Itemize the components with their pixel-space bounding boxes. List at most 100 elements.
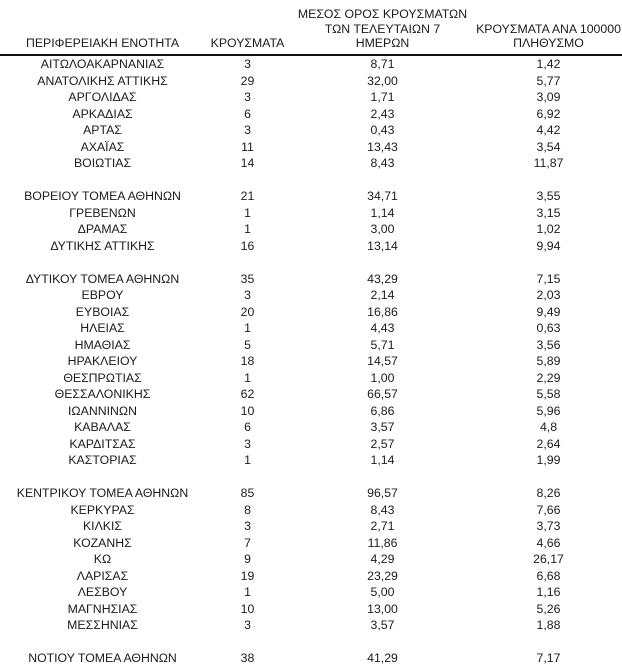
table-row: ΛΑΡΙΣΑΣ 19 23,29 6,68: [0, 568, 622, 585]
cell-per-100k: 11,87: [533, 156, 564, 171]
group-spacer: [0, 634, 622, 651]
cell-avg-7-days: 41,29: [367, 651, 398, 666]
cell-avg-7-days: 13,14: [367, 238, 398, 253]
table-row: ΙΩΑΝΝΙΝΩΝ 10 6,86 5,96: [0, 403, 622, 420]
cell-per-100k: 7,17: [536, 651, 561, 666]
cell-cases: 3: [244, 436, 251, 451]
cell-cases: 1: [244, 222, 251, 237]
header-regional-unit: ΠΕΡΙΦΕΡΕΙΑΚΗ ΕΝΟΤΗΤΑ: [0, 36, 205, 51]
cell-cases: 10: [240, 601, 255, 616]
cell-avg-7-days: 1,00: [370, 370, 395, 385]
cell-per-100k: 0,63: [536, 321, 561, 336]
cell-cases: 9: [244, 552, 251, 567]
header-cases-label: ΚΡΟΥΣΜΑΤΑ: [210, 36, 285, 51]
cell-per-100k: 5,89: [536, 354, 561, 369]
cell-per-100k: 5,96: [536, 403, 561, 418]
table-row: ΕΥΒΟΙΑΣ 20 16,86 9,49: [0, 304, 622, 321]
cell-cases: 1: [244, 370, 251, 385]
cell-cases: 1: [244, 453, 251, 468]
header-avg-7-days-line3: ΗΜΕΡΩΝ: [355, 36, 410, 51]
table-row: ΔΡΑΜΑΣ 1 3,00 1,02: [0, 221, 622, 238]
cell-per-100k: 5,26: [536, 601, 561, 616]
cell-avg-7-days: 8,43: [370, 502, 395, 517]
cell-per-100k: 4,8: [539, 420, 558, 435]
cell-cases: 6: [244, 106, 251, 121]
cell-avg-7-days: 32,00: [367, 73, 398, 88]
table-row: ΚΙΛΚΙΣ 3 2,71 3,73: [0, 518, 622, 535]
cell-per-100k: 5,58: [536, 387, 561, 402]
cell-regional-unit: ΙΩΑΝΝΙΝΩΝ: [68, 403, 137, 418]
cell-regional-unit: ΕΒΡΟΥ: [81, 288, 124, 303]
cell-regional-unit: ΑΙΤΩΛΟΑΚΑΡΝΑΝΙΑΣ: [40, 57, 165, 72]
group-spacer: [0, 254, 622, 271]
cell-avg-7-days: 2,71: [370, 519, 395, 534]
cell-per-100k: 1,88: [536, 618, 561, 633]
cell-per-100k: 4,66: [536, 535, 561, 550]
table-row: ΚΑΡΔΙΤΣΑΣ 3 2,57 2,64: [0, 436, 622, 453]
cell-per-100k: 6,92: [536, 106, 561, 121]
cell-cases: 1: [244, 205, 251, 220]
table-row: ΑΙΤΩΛΟΑΚΑΡΝΑΝΙΑΣ 3 8,71 1,42: [0, 56, 622, 73]
table-row: ΗΜΑΘΙΑΣ 5 5,71 3,56: [0, 337, 622, 354]
cell-per-100k: 9,49: [536, 304, 561, 319]
cell-cases: 19: [240, 568, 255, 583]
cell-regional-unit: ΑΡΓΟΛΙΔΑΣ: [68, 90, 137, 105]
table-row: ΕΒΡΟΥ 3 2,14 2,03: [0, 287, 622, 304]
cell-per-100k: 4,42: [536, 123, 561, 138]
cell-cases: 3: [244, 519, 251, 534]
cell-per-100k: 1,02: [536, 222, 561, 237]
cell-avg-7-days: 1,14: [370, 453, 395, 468]
cell-regional-unit: ΛΕΣΒΟΥ: [77, 585, 128, 600]
cell-regional-unit: ΕΥΒΟΙΑΣ: [75, 304, 130, 319]
cell-regional-unit: ΑΧΑΪΑΣ: [80, 139, 125, 154]
cell-avg-7-days: 8,71: [370, 57, 395, 72]
cell-per-100k: 3,55: [536, 189, 561, 204]
cell-regional-unit: ΚΕΡΚΥΡΑΣ: [70, 502, 135, 517]
table-row: ΜΑΓΝΗΣΙΑΣ 10 13,00 5,26: [0, 601, 622, 618]
cell-cases: 3: [244, 57, 251, 72]
header-per-100k-line1: ΚΡΟΥΣΜΑΤΑ ΑΝΑ 100000: [476, 21, 621, 36]
table-row: ΔΥΤΙΚΗΣ ΑΤΤΙΚΗΣ 16 13,14 9,94: [0, 238, 622, 255]
cell-avg-7-days: 3,57: [370, 618, 395, 633]
table-row: ΘΕΣΠΡΩΤΙΑΣ 1 1,00 2,29: [0, 370, 622, 387]
cell-per-100k: 6,68: [536, 568, 561, 583]
cell-regional-unit: ΑΡΤΑΣ: [83, 123, 122, 138]
table-row: ΘΕΣΣΑΛΟΝΙΚΗΣ 62 66,57 5,58: [0, 386, 622, 403]
cell-cases: 38: [240, 651, 255, 666]
cell-avg-7-days: 1,71: [370, 90, 395, 105]
table-row: ΑΡΓΟΛΙΔΑΣ 3 1,71 3,09: [0, 89, 622, 106]
cell-avg-7-days: 34,71: [367, 189, 398, 204]
table-row: ΑΡΤΑΣ 3 0,43 4,42: [0, 122, 622, 139]
cell-per-100k: 8,26: [536, 486, 561, 501]
cell-cases: 3: [244, 90, 251, 105]
table-row: ΑΝΑΤΟΛΙΚΗΣ ΑΤΤΙΚΗΣ 29 32,00 5,77: [0, 73, 622, 90]
cell-cases: 1: [244, 585, 251, 600]
cell-avg-7-days: 66,57: [367, 387, 398, 402]
cell-per-100k: 5,77: [536, 73, 561, 88]
cell-avg-7-days: 3,57: [370, 420, 395, 435]
cell-regional-unit: ΔΥΤΙΚΟΥ ΤΟΜΕΑ ΑΘΗΝΩΝ: [25, 271, 180, 286]
table-header: ΠΕΡΙΦΕΡΕΙΑΚΗ ΕΝΟΤΗΤΑ ΚΡΟΥΣΜΑΤΑ ΜΕΣΟΣ ΟΡΟ…: [0, 0, 622, 56]
table-body: ΑΙΤΩΛΟΑΚΑΡΝΑΝΙΑΣ 3 8,71 1,42 ΑΝΑΤΟΛΙΚΗΣ ΑΤΤΙ…: [0, 56, 622, 667]
cell-avg-7-days: 8,43: [370, 156, 395, 171]
cell-cases: 3: [244, 618, 251, 633]
table-row: ΚΩ 9 4,29 26,17: [0, 551, 622, 568]
cell-regional-unit: ΓΡΕΒΕΝΩΝ: [69, 205, 136, 220]
cell-avg-7-days: 96,57: [367, 486, 398, 501]
cell-cases: 21: [240, 189, 255, 204]
table-row: ΚΑΣΤΟΡΙΑΣ 1 1,14 1,99: [0, 452, 622, 469]
cell-cases: 3: [244, 123, 251, 138]
cell-cases: 14: [240, 156, 255, 171]
cell-cases: 5: [244, 337, 251, 352]
cell-regional-unit: ΒΟΙΩΤΙΑΣ: [73, 156, 132, 171]
table-row: ΒΟΡΕΙΟΥ ΤΟΜΕΑ ΑΘΗΝΩΝ 21 34,71 3,55: [0, 188, 622, 205]
cell-per-100k: 1,42: [536, 57, 561, 72]
cell-regional-unit: ΒΟΡΕΙΟΥ ΤΟΜΕΑ ΑΘΗΝΩΝ: [24, 189, 181, 204]
cell-per-100k: 1,16: [536, 585, 561, 600]
cell-regional-unit: ΗΛΕΙΑΣ: [80, 321, 125, 336]
cell-per-100k: 9,94: [536, 238, 561, 253]
cell-regional-unit: ΚΑΣΤΟΡΙΑΣ: [68, 453, 137, 468]
cell-regional-unit: ΜΕΣΣΗΝΙΑΣ: [67, 618, 138, 633]
cell-regional-unit: ΑΝΑΤΟΛΙΚΗΣ ΑΤΤΙΚΗΣ: [37, 73, 168, 88]
